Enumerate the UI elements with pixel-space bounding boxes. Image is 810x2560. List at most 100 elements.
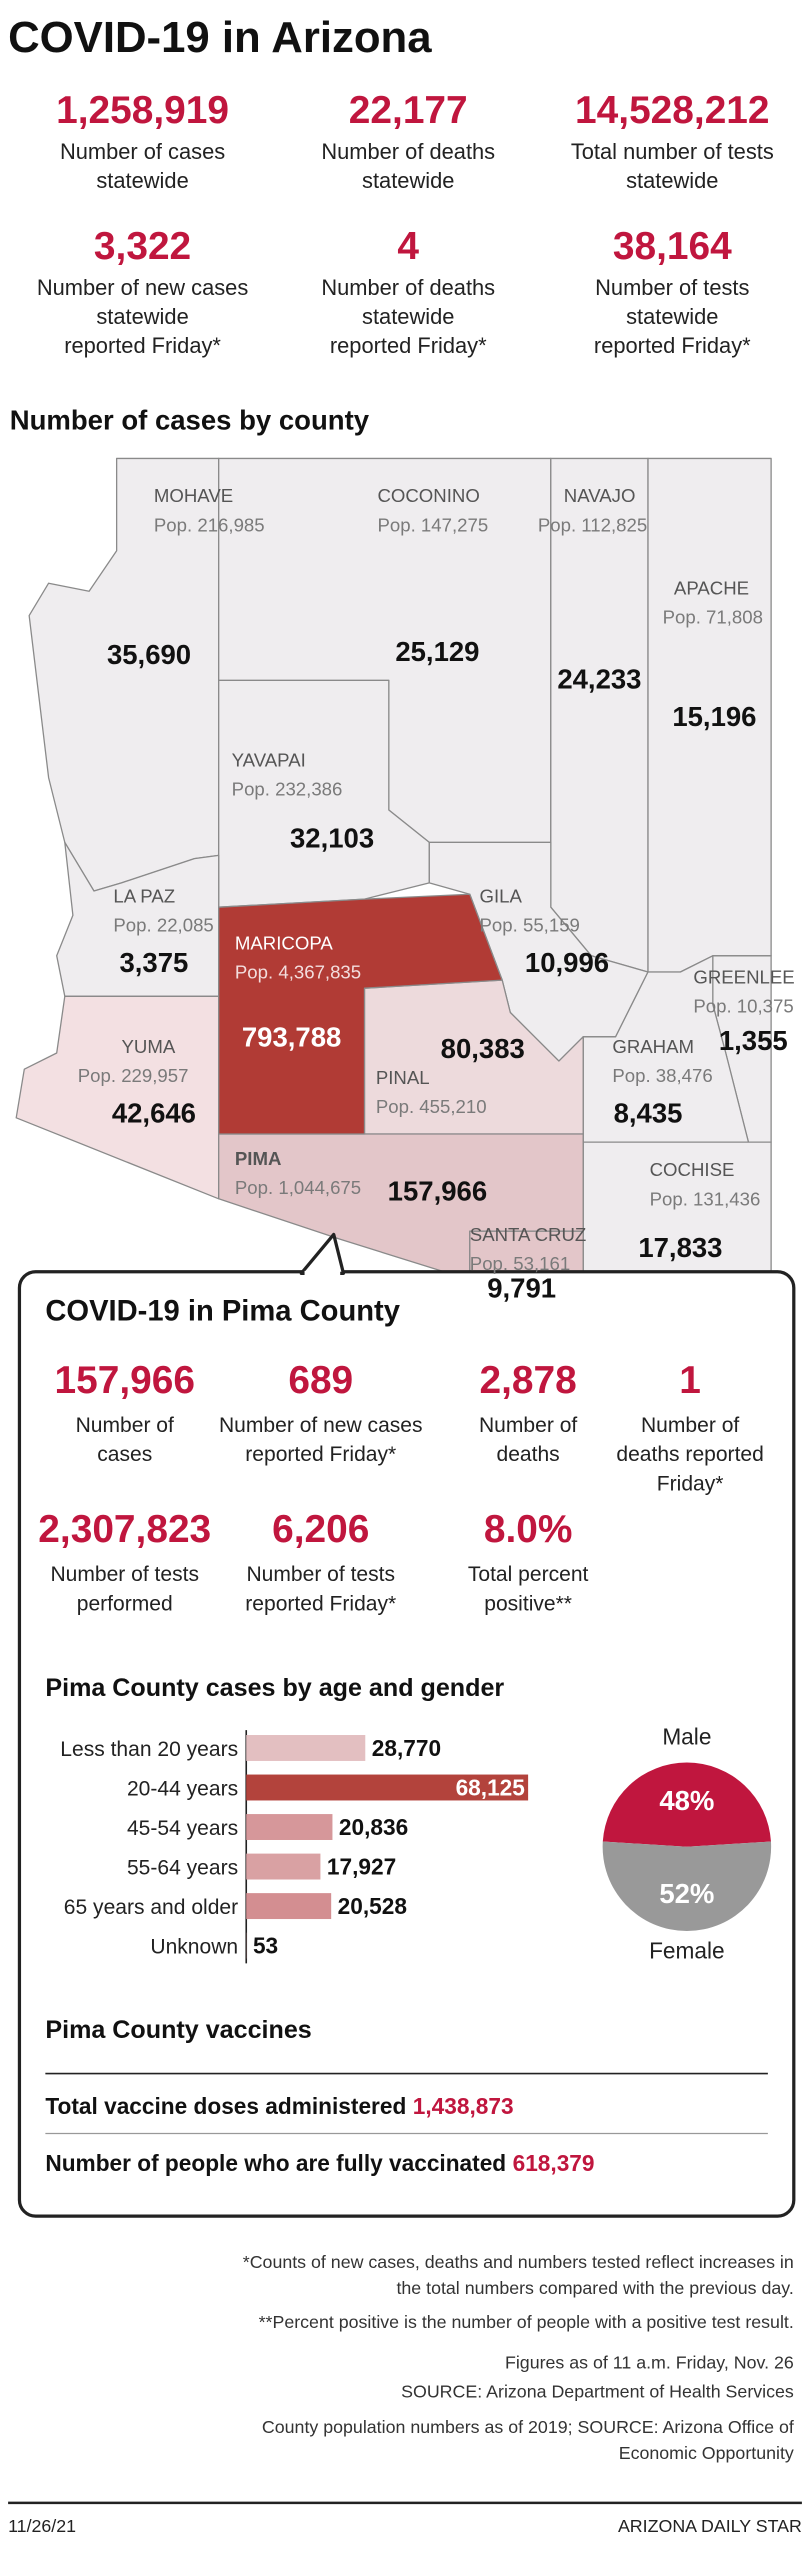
county-population: Pop. 1,044,675 [235, 1177, 361, 1198]
stat-value: 2,307,823 [38, 1508, 211, 1551]
county-cases: 32,103 [290, 822, 374, 853]
stat-label: Number of tests [246, 1563, 395, 1586]
county-population: Pop. 71,808 [663, 607, 763, 628]
vaccine-label: Total vaccine doses administered [45, 2093, 406, 2119]
footnote: SOURCE: Arizona Department of Health Ser… [401, 2382, 794, 2402]
stat-label: positive** [484, 1592, 572, 1615]
county-cases: 35,690 [107, 639, 191, 670]
age-chart-title: Pima County cases by age and gender [45, 1674, 504, 1702]
stat-label: statewide [362, 304, 454, 329]
county-name: PINAL [376, 1067, 430, 1088]
vaccine-value: 618,379 [513, 2150, 595, 2176]
pie-category: Male [662, 1724, 711, 1750]
stat-label: reported Friday* [245, 1592, 396, 1615]
county-population: Pop. 55,159 [480, 914, 580, 935]
county-population: Pop. 216,985 [154, 514, 265, 535]
county-cases: 15,196 [672, 701, 756, 732]
county-population: Pop. 131,436 [650, 1188, 761, 1209]
stat-value: 38,164 [613, 225, 732, 268]
county-name: COCHISE [650, 1159, 735, 1180]
stat-label: deaths reported [616, 1443, 763, 1466]
county-name: YAVAPAI [232, 749, 306, 770]
age-category: Unknown [150, 1936, 238, 1959]
age-category: 45-54 years [127, 1817, 238, 1840]
map-title: Number of cases by county [10, 404, 370, 435]
county-name: GILA [480, 885, 523, 906]
county-name: PIMA [235, 1148, 282, 1169]
county-cases: 80,383 [441, 1033, 525, 1064]
stat-label: Total number of tests [571, 139, 774, 164]
pima-panel [17, 1232, 796, 2218]
age-category: Less than 20 years [60, 1738, 238, 1761]
stat-value: 1 [679, 1359, 701, 1402]
stat-label: reported Friday* [594, 333, 751, 358]
pie-value-label: 48% [659, 1785, 714, 1816]
pima-title: COVID-19 in Pima County [45, 1295, 400, 1327]
county-cases: 17,833 [638, 1232, 722, 1263]
pie-slice [602, 1841, 772, 1932]
stat-label: statewide [96, 304, 188, 329]
footnote: *Counts of new cases, deaths and numbers… [243, 2252, 794, 2272]
arizona-map [15, 457, 772, 1305]
stat-value: 1,258,919 [56, 89, 229, 132]
bar-value-label: 68,125 [456, 1775, 525, 1801]
age-category: 20-44 years [127, 1778, 238, 1801]
stat-value: 14,528,212 [575, 89, 770, 132]
pie-value-label: 52% [659, 1878, 714, 1909]
county-name: LA PAZ [113, 885, 175, 906]
age-category: 55-64 years [127, 1857, 238, 1880]
county-name: APACHE [674, 578, 749, 599]
vaccine-row: Number of people who are fully vaccinate… [45, 2150, 594, 2176]
county-population: Pop. 53,161 [470, 1253, 570, 1274]
stat-label: Number of tests [50, 1563, 199, 1586]
county-population: Pop. 147,275 [377, 514, 488, 535]
bar-value-label: 20,836 [339, 1814, 408, 1840]
stat-label: Friday* [657, 1472, 724, 1495]
county-name: NAVAJO [564, 485, 636, 506]
stat-label: reported Friday* [330, 333, 487, 358]
vaccine-value: 1,438,873 [413, 2093, 514, 2119]
stat-label: performed [77, 1592, 173, 1615]
stat-label: statewide [362, 168, 454, 193]
county-cases: 42,646 [112, 1098, 196, 1129]
county-population: Pop. 112,825 [538, 514, 647, 535]
bar-value-label: 53 [253, 1933, 278, 1959]
county-cases: 24,233 [557, 663, 641, 694]
vaccine-row: Total vaccine doses administered 1,438,87… [45, 2093, 513, 2119]
stat-label: reported Friday* [64, 333, 221, 358]
stat-value: 2,878 [479, 1359, 576, 1402]
stat-label: cases [97, 1443, 152, 1466]
stat-value: 6,206 [272, 1508, 369, 1551]
county-population: Pop. 232,386 [232, 778, 343, 799]
stat-label: Number of tests [595, 275, 749, 300]
footnote: Figures as of 11 a.m. Friday, Nov. 26 [505, 2352, 794, 2372]
footnote: County population numbers as of 2019; SO… [262, 2417, 794, 2437]
stat-label: Number of deaths [321, 139, 495, 164]
stat-value: 8.0% [484, 1508, 573, 1551]
county-cases: 1,355 [719, 1025, 788, 1056]
footer-date: 11/26/21 [8, 2516, 76, 2536]
stat-label: deaths [497, 1443, 560, 1466]
bar [246, 1814, 333, 1840]
vaccines-title: Pima County vaccines [45, 2016, 311, 2044]
stat-label: Number of cases [60, 139, 225, 164]
stat-label: Number of new cases [37, 275, 248, 300]
county-name: COCONINO [377, 485, 479, 506]
county-cases: 9,791 [487, 1273, 556, 1304]
vaccine-label: Number of people who are fully vaccinate… [45, 2150, 506, 2176]
bar [246, 1893, 332, 1920]
footnote: the total numbers compared with the prev… [396, 2278, 793, 2298]
county-population: Pop. 38,476 [612, 1065, 712, 1086]
stat-label: Number of deaths [321, 275, 495, 300]
footnote: **Percent positive is the number of peop… [259, 2312, 794, 2332]
county-cases: 8,435 [614, 1098, 683, 1129]
county-cases: 10,996 [525, 947, 609, 978]
county-name: MOHAVE [154, 485, 233, 506]
stat-label: Number of [479, 1414, 577, 1437]
bar [246, 1774, 529, 1801]
county-population: Pop. 22,085 [113, 914, 213, 935]
county-name: YUMA [122, 1036, 176, 1057]
county-population: Pop. 229,957 [78, 1065, 189, 1086]
stat-value: 689 [288, 1359, 353, 1402]
stat-value: 4 [397, 225, 419, 268]
